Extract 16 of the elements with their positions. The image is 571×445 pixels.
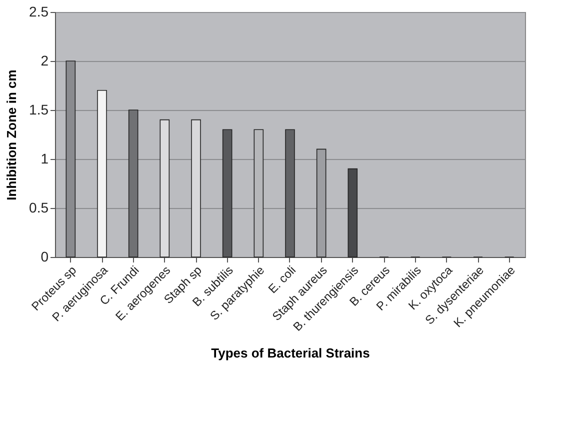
- x-axis-title: Types of Bacterial Strains: [211, 345, 370, 360]
- y-tick-label: 2.5: [29, 4, 49, 20]
- bar: [316, 148, 326, 258]
- bar: [285, 129, 295, 258]
- x-tick-label: E. coli: [265, 263, 298, 296]
- bar: [128, 110, 138, 258]
- y-tick-label: 1: [40, 150, 49, 166]
- y-tick-label: 2: [40, 52, 49, 68]
- bar: [160, 119, 170, 258]
- bar: [191, 119, 201, 258]
- y-axis-title: Inhibition Zone in cm: [4, 70, 20, 200]
- bar: [97, 90, 107, 258]
- y-tick-label: 0.5: [29, 200, 49, 216]
- y-tick-label: 1.5: [29, 102, 49, 118]
- y-tick-label: 0: [40, 248, 49, 264]
- bar: [348, 168, 358, 258]
